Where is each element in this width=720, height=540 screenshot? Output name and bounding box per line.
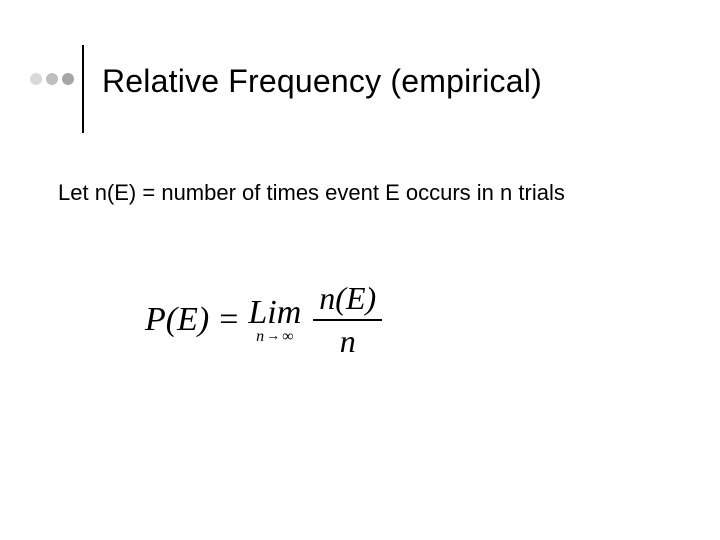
fraction-numerator: n(E) <box>313 280 382 319</box>
bullet-dots <box>30 73 74 85</box>
formula-lhs: P(E) <box>145 301 209 339</box>
slide-title: Relative Frequency (empirical) <box>102 63 542 100</box>
slide-header: Relative Frequency (empirical) <box>30 45 542 133</box>
dot-2 <box>46 73 58 85</box>
formula: P(E) = Lim n → ∞ n(E) n <box>145 280 382 360</box>
limit-word: Lim <box>248 294 301 332</box>
infinity-symbol: ∞ <box>282 328 293 346</box>
limit-var: n <box>256 328 264 346</box>
fraction-denominator: n <box>340 321 356 360</box>
arrow-icon: → <box>266 329 280 345</box>
limit-subscript: n → ∞ <box>256 328 293 346</box>
header-divider <box>82 45 84 133</box>
limit-block: Lim n → ∞ <box>248 294 301 346</box>
dot-3 <box>62 73 74 85</box>
formula-equals: = <box>219 301 238 339</box>
body-paragraph: Let n(E) = number of times event E occur… <box>58 178 660 208</box>
fraction: n(E) n <box>313 280 382 360</box>
dot-1 <box>30 73 42 85</box>
